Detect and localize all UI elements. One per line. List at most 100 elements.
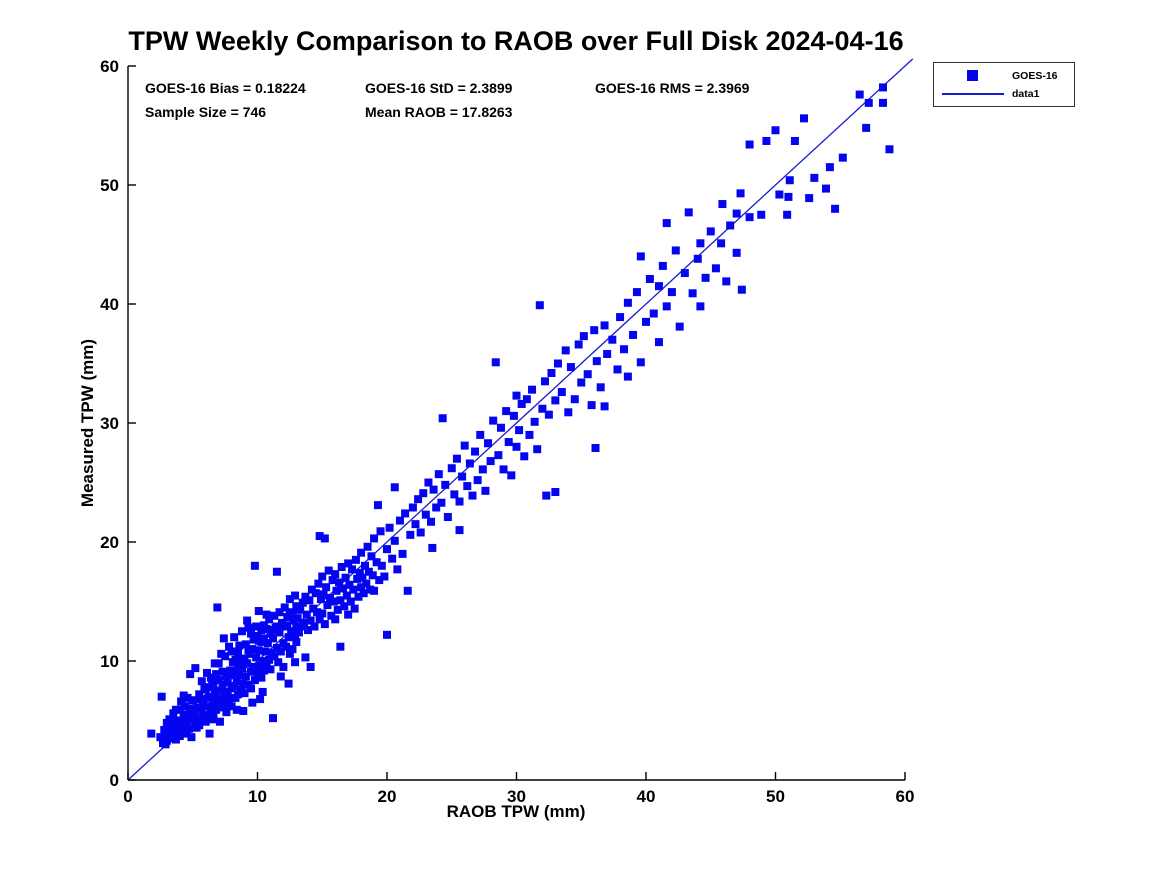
scatter-point [209,699,218,708]
scatter-point [775,190,784,199]
scatter-point [206,673,215,682]
scatter-point [225,642,234,651]
scatter-point [230,681,239,690]
x-tick-label: 30 [507,787,526,806]
stat-std: GOES-16 StD = 2.3899 [365,80,513,96]
scatter-point [230,633,239,642]
scatter-point [736,189,745,198]
scatter-point [195,690,204,699]
scatter-point [878,83,887,92]
scatter-point [375,576,384,585]
scatter-point [259,634,268,643]
scatter-point [218,680,227,689]
scatter-point [547,369,556,378]
scatter-point [667,288,676,297]
scatter-point [316,595,325,604]
scatter-point [642,317,650,326]
scatter-point [376,527,385,536]
scatter-point [298,598,307,607]
scatter-point [553,359,562,368]
scatter-point [390,536,399,545]
scatter-point [275,608,284,617]
scatter-point [319,590,328,599]
scatter-point [351,555,360,564]
scatter-point [247,684,256,693]
scatter-point [324,566,333,575]
y-tick-label: 20 [100,533,119,552]
legend-label-data1: data1 [1012,87,1040,100]
scatter-point [256,661,265,670]
scatter-point [345,580,354,589]
scatter-point [509,411,518,420]
scatter-point [504,438,513,447]
scatter-point [341,573,350,582]
scatter-point [393,565,402,574]
scatter-point [358,573,367,582]
scatter-point [458,472,467,481]
scatter-point [408,503,417,512]
scatter-point [332,586,341,595]
scatter-point [301,653,310,662]
scatter-point [292,623,301,632]
chart-title: TPW Weekly Comparison to RAOB over Full … [128,26,904,56]
scatter-point [187,733,196,742]
scatter-point [636,358,645,367]
scatter-point [291,591,300,600]
scatter-point [331,615,340,624]
scatter-point [484,439,493,448]
scatter-point [528,385,537,394]
scatter-point [385,523,394,532]
x-tick-label: 0 [123,787,132,806]
scatter-point [447,464,456,473]
scatter-point [247,667,256,676]
scatter-point [243,616,252,625]
scatter-point [254,636,263,645]
scatter-point [533,445,542,454]
scatter-point [696,239,705,248]
scatter-point [183,693,192,702]
stat-bias: GOES-16 Bias = 0.18224 [145,80,306,96]
scatter-point [256,695,265,704]
scatter-point [383,545,391,554]
scatter-point [240,689,249,698]
scatter-point [336,596,345,605]
scatter-point [525,430,534,439]
scatter-point [372,558,381,567]
scatter-point [311,589,320,598]
scatter-point [280,603,289,612]
scatter-point [784,192,793,201]
scatter-point [357,583,366,592]
scatter-point [603,349,612,358]
scatter-point [227,647,236,656]
scatter-point [314,579,323,588]
scatter-point [227,702,236,711]
scatter-point [429,485,438,494]
scatter-point [337,562,346,571]
scatter-point [574,340,583,349]
scatter-point [252,622,261,631]
scatter-point [632,288,641,297]
scatter-point [544,410,553,419]
scatter-point [355,568,364,577]
scatter-point [688,289,697,298]
scatter-point [288,645,297,654]
scatter-point [225,695,234,704]
y-tick-label: 30 [100,414,119,433]
scatter-point [579,332,588,341]
scatter-point [262,610,271,619]
scatter-point [262,660,271,669]
scatter-point [790,136,799,145]
y-axis-label: Measured TPW (mm) [78,338,97,508]
scatter-point [377,561,386,570]
scatter-point [443,513,452,522]
legend: GOES-16 data1 [933,62,1075,107]
scatter-point [662,219,671,228]
scatter-point [228,658,237,667]
scatter-point [249,662,258,671]
scatter-point [288,609,297,618]
scatter-point [745,213,754,222]
scatter-point [165,721,174,730]
scatter-point [502,407,511,416]
scatter-point [438,414,447,423]
scatter-point [239,706,248,715]
